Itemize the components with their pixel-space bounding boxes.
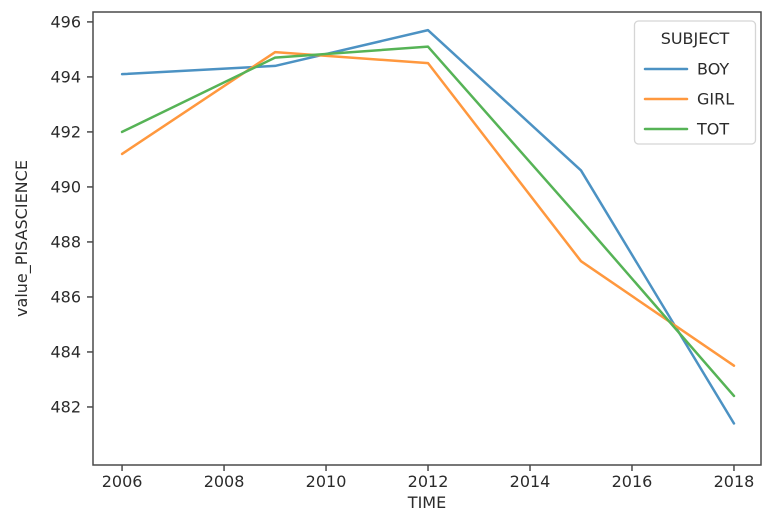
y-axis-label: value_PISASCIENCE [12,160,32,317]
x-tick-label: 2008 [204,472,245,491]
series-line-girl [120,50,736,367]
legend-label-tot: TOT [696,120,729,139]
legend-label-boy: BOY [697,60,729,79]
x-tick-label: 2014 [510,472,551,491]
y-tick-label: 494 [50,67,81,86]
y-tick-label: 490 [50,177,81,196]
y-tick-label: 496 [50,12,81,31]
y-tick-label: 486 [50,287,81,306]
x-tick-label: 2018 [714,472,755,491]
y-tick-label: 492 [50,122,81,141]
y-tick-label: 488 [50,232,81,251]
legend-label-girl: GIRL [697,90,734,109]
y-tick-label: 484 [50,342,81,361]
plot-spines [92,11,762,466]
series-line-boy [120,28,736,425]
series-line-tot [120,45,736,398]
x-tick-label: 2012 [408,472,449,491]
x-axis-label: TIME [407,493,446,512]
x-tick-label: 2016 [612,472,653,491]
legend-title: SUBJECT [661,29,730,48]
legend-box [633,20,757,145]
x-tick-label: 2010 [306,472,347,491]
x-tick-label: 2006 [102,472,143,491]
y-tick-label: 482 [50,397,81,416]
